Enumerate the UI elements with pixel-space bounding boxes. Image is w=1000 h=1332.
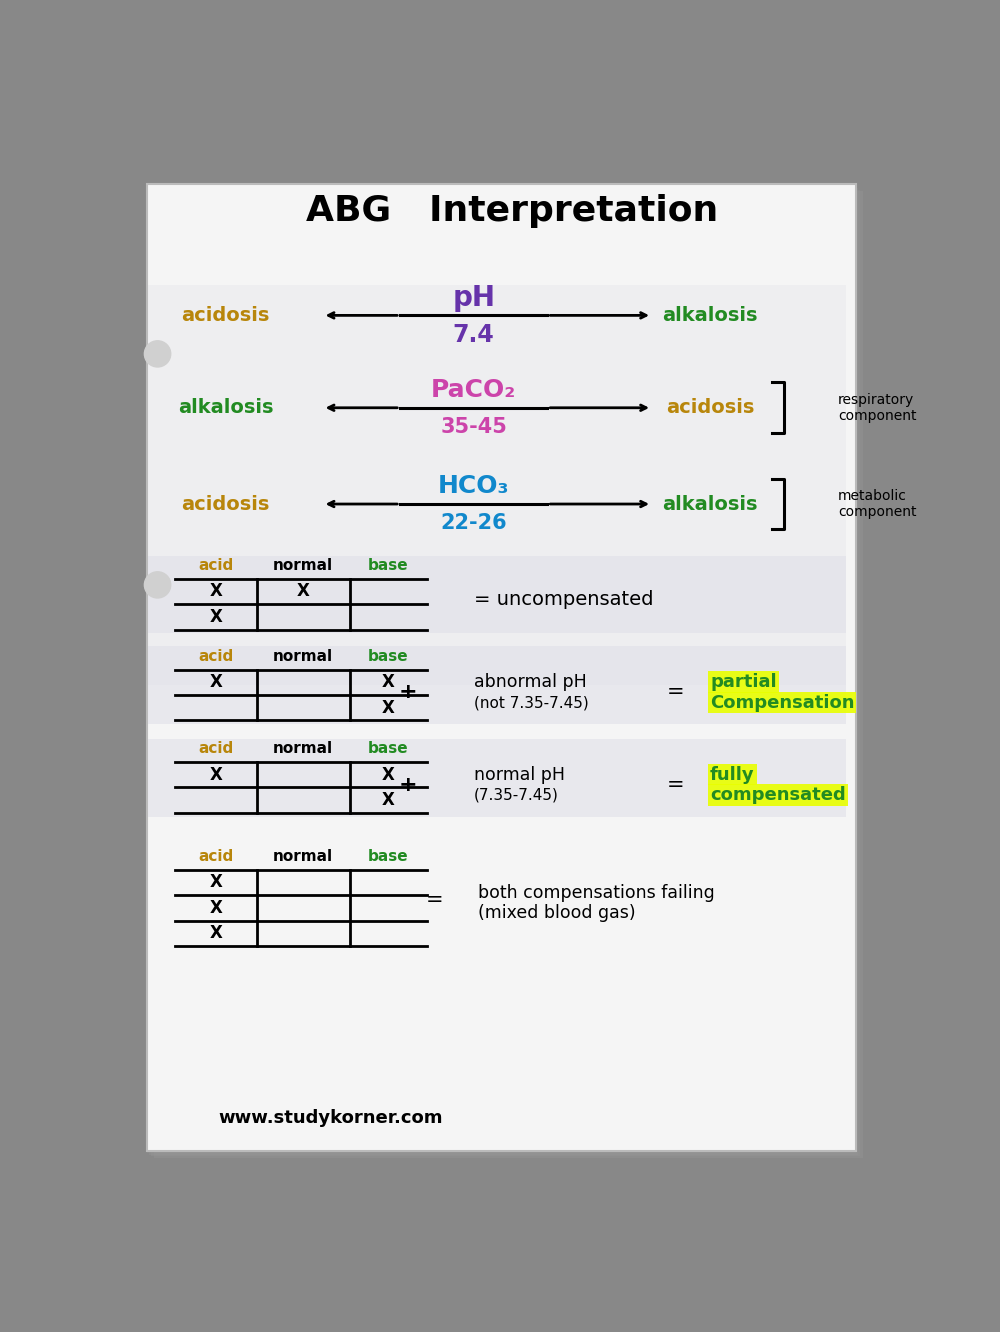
FancyBboxPatch shape xyxy=(148,555,846,634)
Text: (not 7.35-7.45): (not 7.35-7.45) xyxy=(474,695,588,710)
Text: X: X xyxy=(297,582,310,601)
Text: respiratory
component: respiratory component xyxy=(838,393,916,422)
FancyBboxPatch shape xyxy=(147,186,856,1154)
Text: base: base xyxy=(368,850,409,864)
Text: Compensation: Compensation xyxy=(710,694,855,711)
Text: acid: acid xyxy=(198,850,234,864)
Text: base: base xyxy=(368,649,409,663)
Text: =: = xyxy=(666,775,684,795)
FancyBboxPatch shape xyxy=(149,188,858,1155)
Text: X: X xyxy=(210,924,222,942)
Text: normal: normal xyxy=(273,649,333,663)
Text: HCO₃: HCO₃ xyxy=(438,474,510,498)
Text: alkalosis: alkalosis xyxy=(662,306,758,325)
Text: acidosis: acidosis xyxy=(182,494,270,514)
Text: partial: partial xyxy=(710,673,777,691)
Text: X: X xyxy=(382,699,395,717)
Text: 22-26: 22-26 xyxy=(440,513,507,533)
Text: =: = xyxy=(426,890,444,910)
FancyBboxPatch shape xyxy=(148,739,846,817)
Text: PaCO₂: PaCO₂ xyxy=(431,378,516,402)
Text: both compensations failing: both compensations failing xyxy=(478,883,714,902)
Text: pH: pH xyxy=(452,284,495,312)
Text: =: = xyxy=(666,682,684,702)
Text: alkalosis: alkalosis xyxy=(662,494,758,514)
Circle shape xyxy=(144,341,171,368)
Text: normal: normal xyxy=(273,558,333,573)
Text: X: X xyxy=(210,607,222,626)
Text: acid: acid xyxy=(198,742,234,757)
Text: X: X xyxy=(210,582,222,601)
Text: metabolic
component: metabolic component xyxy=(838,489,916,519)
FancyBboxPatch shape xyxy=(151,190,860,1156)
Text: +: + xyxy=(399,775,417,795)
Text: normal pH: normal pH xyxy=(474,766,565,783)
Text: base: base xyxy=(368,742,409,757)
FancyBboxPatch shape xyxy=(148,285,846,685)
Text: compensated: compensated xyxy=(710,786,846,805)
FancyBboxPatch shape xyxy=(148,646,846,725)
Text: X: X xyxy=(210,899,222,916)
Text: X: X xyxy=(210,874,222,891)
Text: abnormal pH: abnormal pH xyxy=(474,673,586,691)
FancyBboxPatch shape xyxy=(154,192,863,1158)
Text: acid: acid xyxy=(198,649,234,663)
Text: X: X xyxy=(210,766,222,783)
Text: alkalosis: alkalosis xyxy=(178,398,274,417)
Text: fully: fully xyxy=(710,766,755,783)
Text: X: X xyxy=(382,673,395,691)
Text: www.studykorner.com: www.studykorner.com xyxy=(218,1108,442,1127)
Text: acid: acid xyxy=(198,558,234,573)
Text: acidosis: acidosis xyxy=(182,306,270,325)
Text: ABG   Interpretation: ABG Interpretation xyxy=(306,194,719,228)
Text: +: + xyxy=(399,682,417,702)
Text: (mixed blood gas): (mixed blood gas) xyxy=(478,904,635,922)
Text: = uncompensated: = uncompensated xyxy=(474,590,653,609)
Text: 35-45: 35-45 xyxy=(440,417,507,437)
Text: acidosis: acidosis xyxy=(666,398,754,417)
FancyBboxPatch shape xyxy=(147,184,856,1151)
Text: normal: normal xyxy=(273,850,333,864)
Text: X: X xyxy=(382,766,395,783)
Text: 7.4: 7.4 xyxy=(453,322,495,346)
Text: X: X xyxy=(382,791,395,809)
Text: X: X xyxy=(210,673,222,691)
Text: normal: normal xyxy=(273,742,333,757)
Text: (7.35-7.45): (7.35-7.45) xyxy=(474,787,559,802)
Text: base: base xyxy=(368,558,409,573)
Circle shape xyxy=(144,571,171,598)
